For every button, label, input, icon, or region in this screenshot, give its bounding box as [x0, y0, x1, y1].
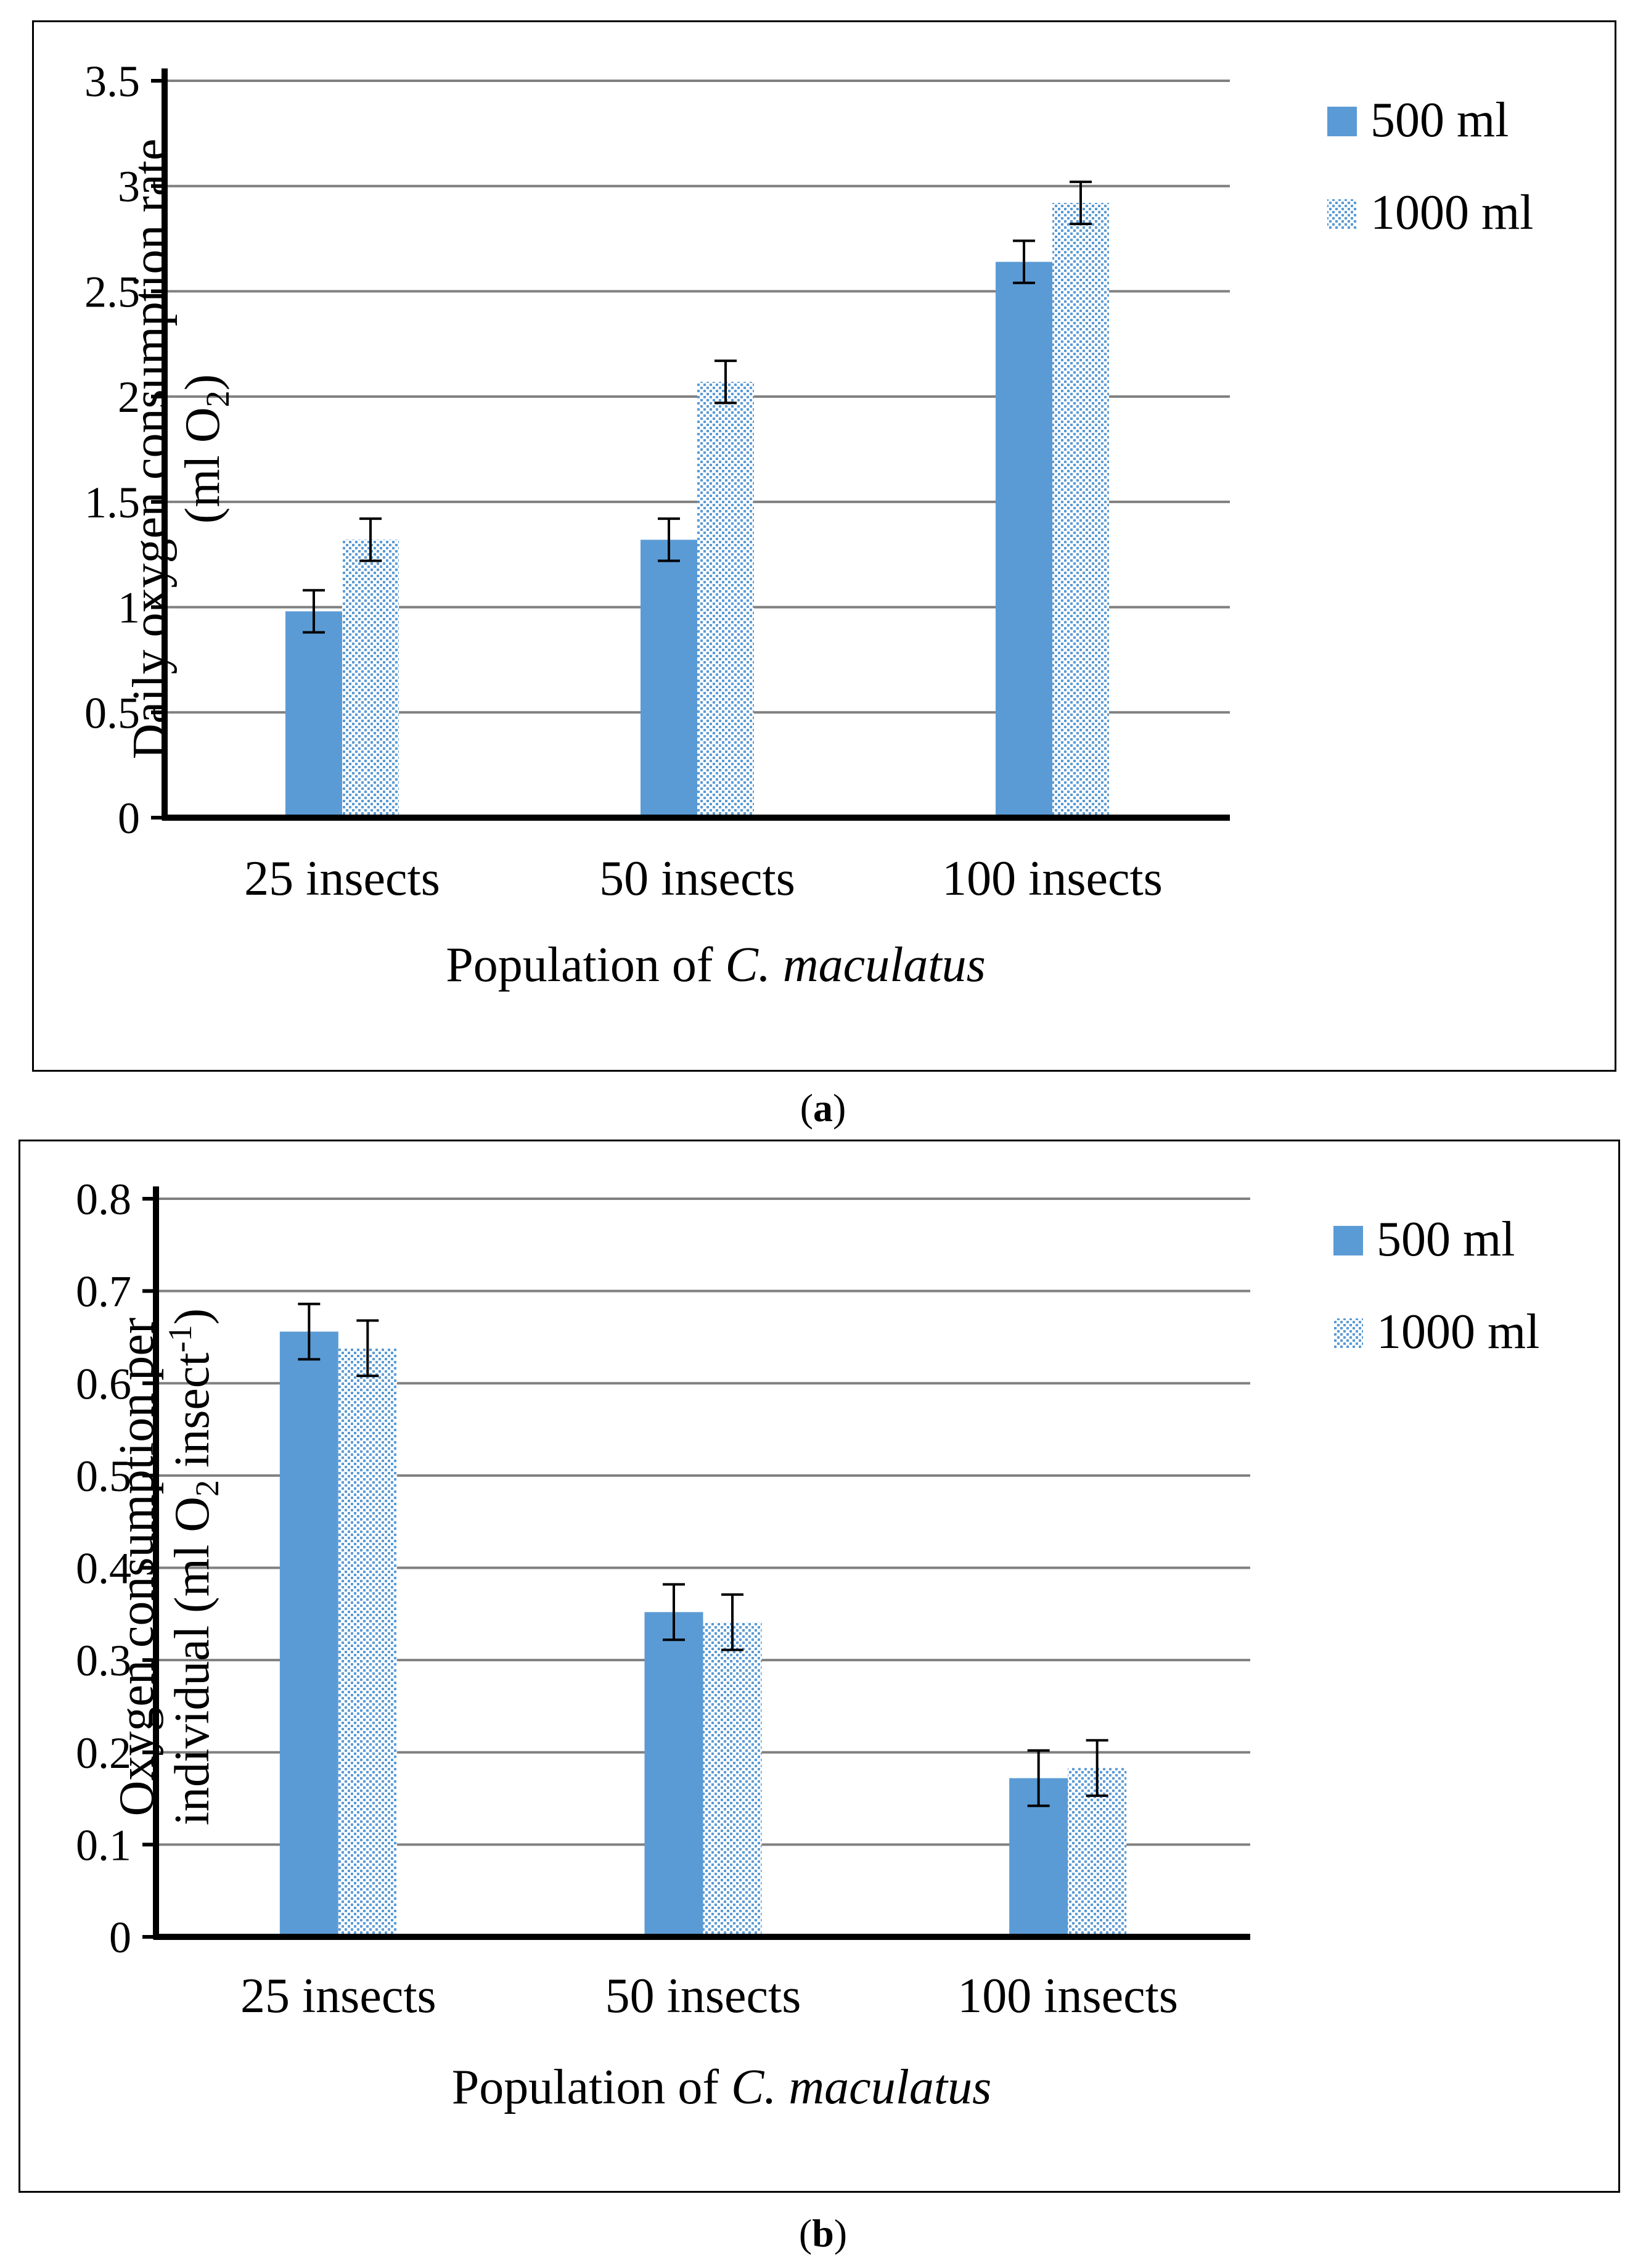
chart-a-bar-500ml — [641, 540, 697, 818]
chart-b-bar-500ml — [279, 1331, 338, 1937]
caption-b-letter: b — [812, 2211, 834, 2255]
chart-b-category-label: 25 insects — [240, 1969, 436, 2023]
chart-a-ytick-label: 1.5 — [84, 478, 140, 527]
chart-b-y-axis-title-superscript: -1 — [162, 1325, 199, 1352]
chart-b-ytick-label: 0.1 — [76, 1820, 131, 1870]
chart-b-y-axis-title-line1: Oxygen consumption per — [110, 1318, 164, 1817]
chart-a-ytick-label: 1 — [118, 583, 140, 633]
chart-b-x-axis-title-species: C. maculatus — [731, 2060, 991, 2114]
chart-a-ytick-label: 2 — [118, 372, 140, 422]
chart-b-y-axis-title-subscript: 2 — [189, 1480, 226, 1497]
caption-b: (b) — [798, 2211, 848, 2255]
chart-a-ytick-label: 0.5 — [84, 688, 140, 738]
chart-b-ytick-label: 0.7 — [76, 1267, 131, 1317]
chart-b-legend-swatch-500ml — [1333, 1226, 1363, 1255]
chart-b-y-axis-title-line2-b: insect — [165, 1352, 219, 1480]
chart-b-x-axis-title: Population of C. maculatus — [452, 2060, 992, 2114]
chart-b-category-label: 100 insects — [957, 1969, 1178, 2023]
chart-a-legend-swatch-1000ml — [1327, 199, 1357, 229]
chart-a-bar-1000ml — [1052, 203, 1109, 818]
chart-panel-b: 0 0.1 0.2 0.3 0.4 0.5 0.6 0.7 0.8 25 insects 50 in… — [18, 1140, 1620, 2193]
chart-b-y-axis-title-line2: individual (ml O2 insect-1) — [162, 1309, 226, 1826]
chart-a-y-axis-title-line2: (ml O2) — [176, 374, 236, 524]
chart-b-bar-500ml — [644, 1612, 703, 1937]
chart-a-legend-label-1000ml: 1000 ml — [1370, 186, 1533, 240]
chart-a-legend-label-500ml: 500 ml — [1370, 93, 1509, 147]
chart-a-category-label: 100 insects — [942, 852, 1163, 906]
chart-a-y-axis-title-line1: Daily oxygen consumption rate — [123, 139, 178, 759]
chart-b-svg: 0 0.1 0.2 0.3 0.4 0.5 0.6 0.7 0.8 25 insects 50 in… — [76, 1175, 1539, 2114]
chart-b-y-axis-title-line2-a: individual (ml O — [165, 1497, 219, 1825]
chart-b-ytick-label: 0.6 — [76, 1359, 131, 1408]
chart-a-bar-1000ml — [697, 382, 754, 818]
chart-a-y-axis-title-subscript: 2 — [199, 390, 236, 407]
chart-b-bar-1000ml — [338, 1348, 397, 1937]
chart-a-ytick-label: 2.5 — [84, 267, 140, 316]
chart-a-bar-500ml — [996, 261, 1052, 818]
caption-a: (a) — [800, 1086, 846, 1130]
chart-b-legend-label-1000ml: 1000 ml — [1377, 1305, 1539, 1359]
chart-a-y-axis-title-line2-b: ) — [176, 374, 230, 391]
chart-b-ytick-label: 0.4 — [76, 1544, 131, 1593]
chart-b-ytick-label: 0.8 — [76, 1175, 131, 1224]
chart-a-ytick-label: 0 — [118, 794, 140, 843]
chart-a-ytick-label: 3 — [118, 162, 140, 212]
chart-b-category-label: 50 insects — [605, 1969, 801, 2023]
chart-a-bar-500ml — [285, 611, 342, 818]
chart-b-x-axis-title-prefix: Population of — [452, 2060, 731, 2114]
chart-b-legend-label-500ml: 500 ml — [1377, 1212, 1515, 1267]
chart-a-y-axis-title-line2-a: (ml O — [176, 407, 230, 524]
chart-a-bar-1000ml — [342, 540, 399, 818]
chart-b-y-axis-title-line2-c: ) — [165, 1309, 219, 1325]
chart-a-category-label: 25 insects — [244, 852, 440, 906]
chart-b-ytick-label: 0 — [109, 1913, 131, 1962]
chart-a-svg: 0 0.5 1 1.5 2 2.5 3 3.5 25 insects 50 insects 100 … — [84, 57, 1533, 992]
caption-a-letter: a — [813, 1086, 833, 1130]
chart-a-ytick-label: 3.5 — [84, 57, 140, 106]
chart-b-bar-1000ml — [703, 1622, 762, 1937]
chart-b-ytick-label: 0.5 — [76, 1452, 131, 1501]
chart-a-x-axis-title: Population of C. maculatus — [446, 938, 986, 992]
chart-a-x-axis-title-prefix: Population of — [446, 938, 725, 992]
chart-a-category-label: 50 insects — [599, 852, 795, 906]
chart-a-legend-swatch-500ml — [1327, 107, 1357, 136]
chart-panel-a: 0 0.5 1 1.5 2 2.5 3 3.5 25 insects 50 insects 100 … — [32, 20, 1616, 1072]
chart-b-legend-swatch-1000ml — [1333, 1318, 1363, 1348]
chart-a-x-axis-title-species: C. maculatus — [726, 938, 986, 992]
chart-b-ytick-label: 0.2 — [76, 1728, 131, 1778]
chart-b-ytick-label: 0.3 — [76, 1636, 131, 1685]
